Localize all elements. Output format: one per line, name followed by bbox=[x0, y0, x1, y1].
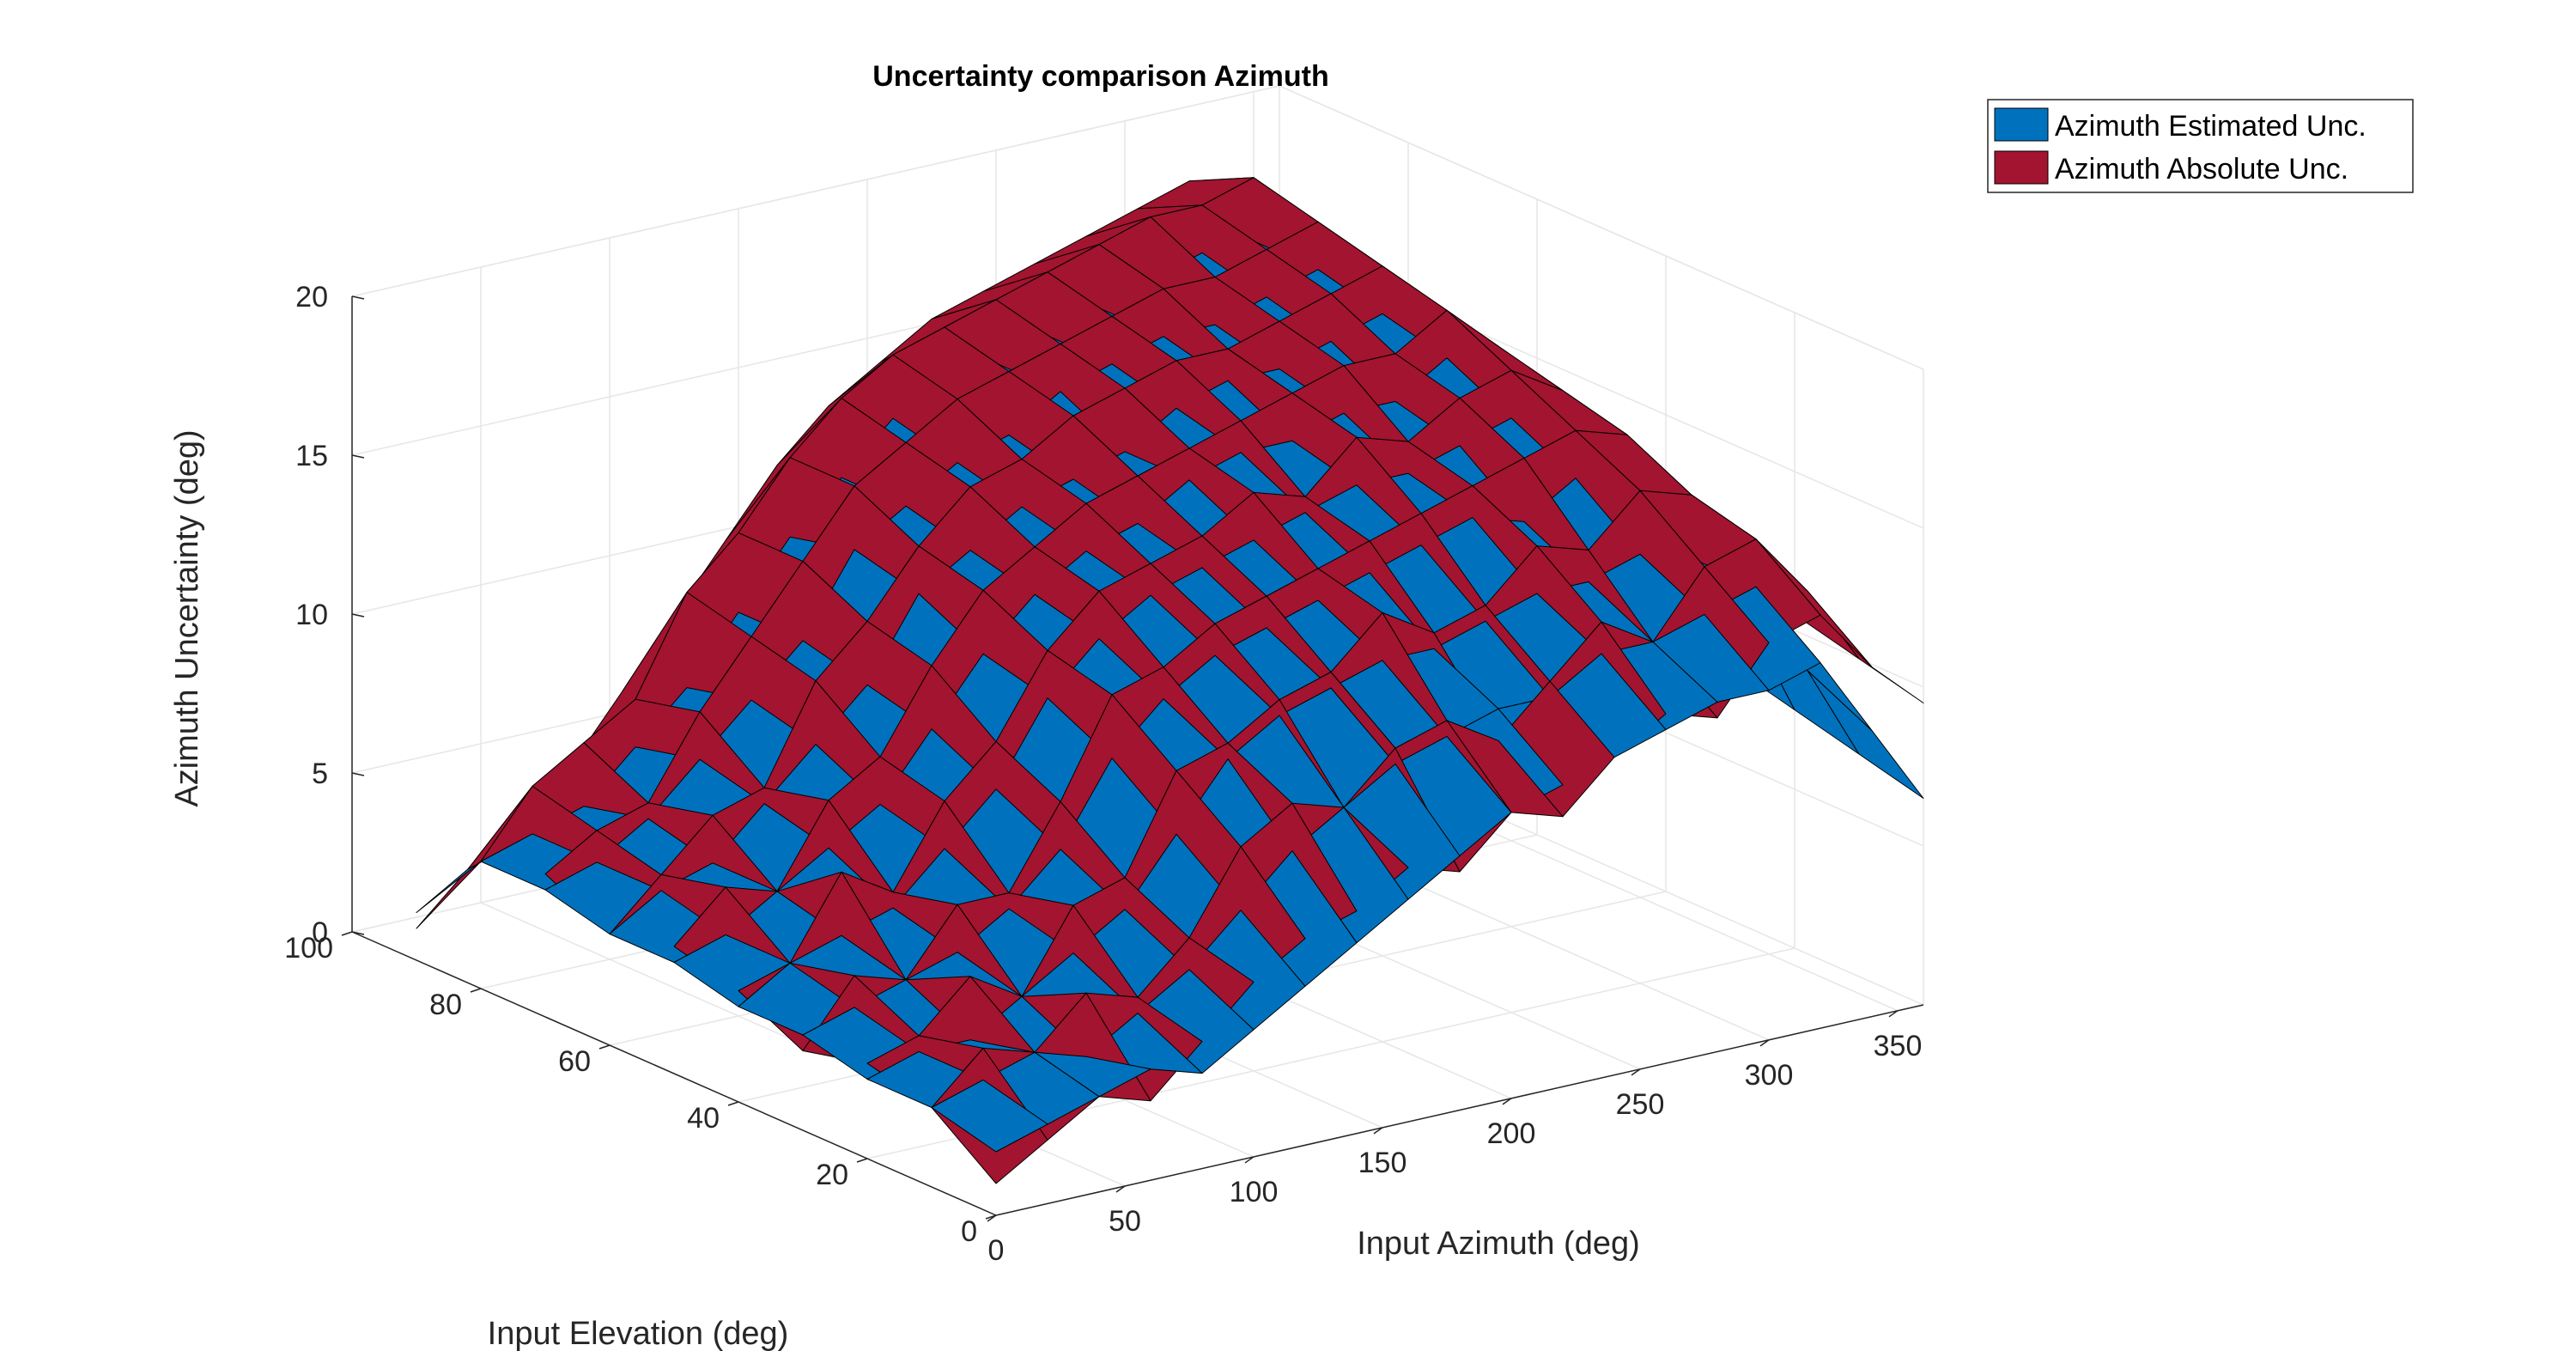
x-tick-label: 250 bbox=[1616, 1088, 1665, 1121]
z-tick-mark bbox=[351, 295, 365, 300]
x-tick-label: 0 bbox=[988, 1234, 1005, 1267]
x-axis-label: Input Azimuth (deg) bbox=[1357, 1226, 1640, 1262]
x-tick-label: 50 bbox=[1109, 1205, 1141, 1238]
y-tick-label: 0 bbox=[961, 1215, 977, 1248]
z-tick-label: 15 bbox=[295, 440, 328, 472]
legend-label-absolute: Azimuth Absolute Unc. bbox=[2055, 153, 2348, 186]
y-tick-label: 20 bbox=[816, 1159, 848, 1191]
legend-box bbox=[1987, 99, 2414, 193]
legend-swatch-estimated bbox=[1994, 107, 2049, 142]
y-axis-line bbox=[351, 931, 997, 1216]
x-tick-label: 300 bbox=[1745, 1059, 1794, 1092]
y-axis-label: Input Elevation (deg) bbox=[488, 1316, 789, 1351]
z-tick-mark bbox=[351, 772, 365, 776]
legend-label-estimated: Azimuth Estimated Unc. bbox=[2055, 110, 2366, 143]
x-tick-mark bbox=[1888, 1010, 1899, 1018]
y-tick-mark bbox=[341, 931, 353, 936]
box-edge bbox=[1279, 85, 1924, 370]
y-tick-mark bbox=[985, 1214, 997, 1220]
z-tick-mark bbox=[351, 931, 365, 935]
chart-title: Uncertainty comparison Azimuth bbox=[872, 60, 1328, 93]
x-tick-mark bbox=[1373, 1127, 1383, 1135]
z-tick-label: 0 bbox=[312, 916, 328, 949]
surface-patch bbox=[931, 1079, 1048, 1153]
axis-lines bbox=[341, 295, 1924, 1222]
x-tick-label: 200 bbox=[1487, 1117, 1536, 1150]
z-tick-label: 10 bbox=[295, 599, 328, 631]
legend: Azimuth Estimated Unc. Azimuth Absolute … bbox=[1987, 99, 2414, 193]
x-tick-mark bbox=[1759, 1039, 1770, 1047]
y-tick-label: 80 bbox=[429, 989, 462, 1021]
y-tick-mark bbox=[727, 1101, 739, 1106]
x-tick-mark bbox=[1244, 1156, 1255, 1164]
y-tick-mark bbox=[856, 1158, 868, 1163]
z-tick-label: 5 bbox=[312, 758, 328, 790]
box-edge bbox=[351, 85, 1280, 297]
x-tick-label: 150 bbox=[1358, 1147, 1407, 1179]
y-tick-label: 100 bbox=[284, 932, 333, 965]
z-axis-label: Azimuth Uncertainty (deg) bbox=[169, 429, 205, 806]
y-tick-mark bbox=[598, 1044, 611, 1050]
legend-swatch-absolute bbox=[1994, 150, 2049, 185]
y-tick-mark bbox=[470, 988, 482, 993]
x-tick-label: 350 bbox=[1874, 1030, 1923, 1062]
z-tick-mark bbox=[351, 454, 365, 459]
surface-patches bbox=[416, 177, 1924, 1184]
z-tick-label: 20 bbox=[295, 281, 328, 313]
y-tick-label: 60 bbox=[558, 1045, 591, 1078]
x-tick-mark bbox=[1502, 1098, 1512, 1105]
z-tick-mark bbox=[351, 613, 365, 618]
x-tick-label: 100 bbox=[1230, 1176, 1279, 1208]
x-tick-mark bbox=[1115, 1185, 1126, 1193]
x-tick-mark bbox=[1631, 1068, 1641, 1076]
y-tick-label: 40 bbox=[687, 1102, 720, 1135]
tick-labels: 0501001502002503003500204060801000510152… bbox=[284, 281, 1922, 1267]
